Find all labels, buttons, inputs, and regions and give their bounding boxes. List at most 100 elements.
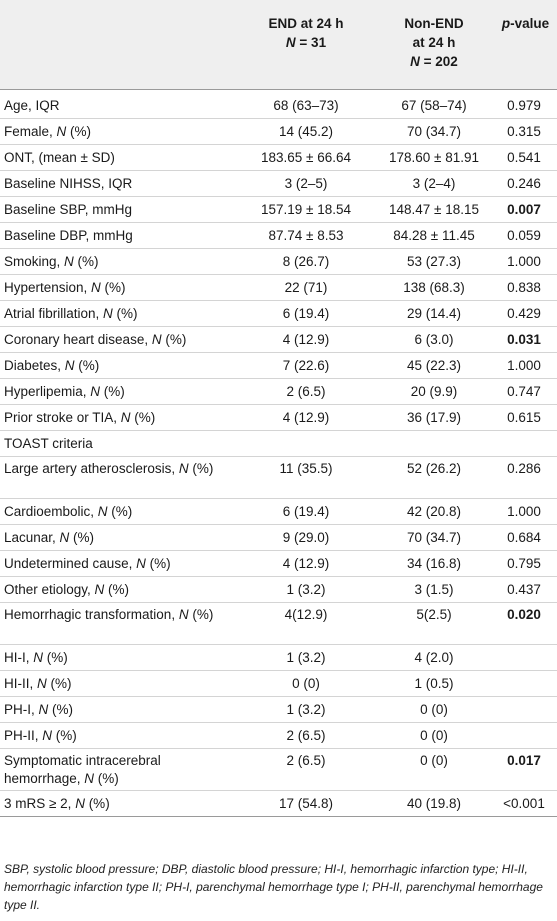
end-value: 4 (12.9) <box>282 332 330 347</box>
p-value: 0.979 <box>507 98 541 113</box>
table-row: Large artery atherosclerosis, N (%) 11 (3… <box>0 457 557 499</box>
table-row: TOAST criteria <box>0 431 557 457</box>
end-value: 183.65 ± 66.64 <box>261 150 351 165</box>
p-value: 0.017 <box>507 753 541 768</box>
table-row: Baseline SBP, mmHg 157.19 ± 18.54 148.47 ±… <box>0 197 557 223</box>
table-row: Smoking, N (%) 8 (26.7) 53 (27.3) 1.000 <box>0 249 557 275</box>
table-row: Hyperlipemia, N (%) 2 (6.5) 20 (9.9) 0.747 <box>0 379 557 405</box>
non-end-value: 4 (2.0) <box>414 650 454 665</box>
header-non-end-column: Non-END at 24 h N = 202 <box>374 14 494 71</box>
non-end-value: 36 (17.9) <box>406 410 462 425</box>
row-label: Hypertension, N (%) <box>4 280 126 295</box>
table-row: PH-II, N (%) 2 (6.5) 0 (0) <box>0 723 557 749</box>
end-value: 1 (3.2) <box>286 650 326 665</box>
p-value: 0.007 <box>507 202 541 217</box>
end-value: 157.19 ± 18.54 <box>261 202 351 217</box>
row-label: HI-II, N (%) <box>4 676 72 691</box>
table-row: Symptomatic intracerebral hemorrhage, N … <box>0 749 557 791</box>
table-row: Baseline NIHSS, IQR 3 (2–5) 3 (2–4) 0.246 <box>0 171 557 197</box>
p-value: 0.684 <box>507 530 541 545</box>
non-end-value: 0 (0) <box>420 753 448 768</box>
table-row: Age, IQR 68 (63–73) 67 (58–74) 0.979 <box>0 93 557 119</box>
p-value: 0.747 <box>507 384 541 399</box>
non-end-value: 20 (9.9) <box>410 384 458 399</box>
end-value: 6 (19.4) <box>282 504 330 519</box>
non-end-value: 0 (0) <box>420 702 448 717</box>
non-end-value: 34 (16.8) <box>406 556 462 571</box>
table-row: Coronary heart disease, N (%) 4 (12.9) 6 (… <box>0 327 557 353</box>
non-end-value: 3 (1.5) <box>414 582 454 597</box>
header-non-end-subtitle: at 24 h <box>412 35 456 50</box>
table-row: HI-I, N (%) 1 (3.2) 4 (2.0) <box>0 645 557 671</box>
row-label: PH-II, N (%) <box>4 728 77 743</box>
non-end-value: 148.47 ± 18.15 <box>389 202 479 217</box>
end-value: 4(12.9) <box>284 607 328 622</box>
row-label: Hyperlipemia, N (%) <box>4 384 125 399</box>
row-label: ONT, (mean ± SD) <box>4 150 115 165</box>
table-row: HI-II, N (%) 0 (0) 1 (0.5) <box>0 671 557 697</box>
p-value: 0.541 <box>507 150 541 165</box>
table-body: Age, IQR 68 (63–73) 67 (58–74) 0.979 Female,… <box>0 93 557 817</box>
non-end-value: 70 (34.7) <box>406 530 462 545</box>
header-non-end-n: N = 202 <box>410 54 458 69</box>
non-end-value: 84.28 ± 11.45 <box>393 228 475 243</box>
non-end-value: 67 (58–74) <box>401 98 467 113</box>
row-label: Symptomatic intracerebral hemorrhage, N … <box>4 753 161 786</box>
row-label: Prior stroke or TIA, N (%) <box>4 410 156 425</box>
non-end-value: 40 (19.8) <box>406 796 462 811</box>
non-end-value: 29 (14.4) <box>406 306 462 321</box>
row-label: TOAST criteria <box>4 436 93 451</box>
non-end-value: 45 (22.3) <box>406 358 462 373</box>
p-value: 0.059 <box>507 228 541 243</box>
non-end-value: 0 (0) <box>420 728 448 743</box>
p-value: 1.000 <box>507 254 541 269</box>
table-row: Hemorrhagic transformation, N (%) 4(12.9)… <box>0 603 557 645</box>
end-value: 22 (71) <box>284 280 328 295</box>
end-value: 4 (12.9) <box>282 556 330 571</box>
table-row: Hypertension, N (%) 22 (71) 138 (68.3) 0.83… <box>0 275 557 301</box>
table-row: ONT, (mean ± SD) 183.65 ± 66.64 178.60 ± 8… <box>0 145 557 171</box>
row-label: Atrial fibrillation, N (%) <box>4 306 138 321</box>
header-non-end-title: Non-END <box>404 16 464 31</box>
non-end-value: 3 (2–4) <box>412 176 456 191</box>
non-end-value: 1 (0.5) <box>414 676 454 691</box>
end-value: 1 (3.2) <box>286 702 326 717</box>
p-value: 0.315 <box>507 124 541 139</box>
row-label: Other etiology, N (%) <box>4 582 130 597</box>
row-label: Hemorrhagic transformation, N (%) <box>4 607 214 622</box>
p-value: 0.020 <box>507 607 541 622</box>
end-value: 7 (22.6) <box>282 358 330 373</box>
row-label: Coronary heart disease, N (%) <box>4 332 187 347</box>
non-end-value: 52 (26.2) <box>406 461 462 476</box>
non-end-value: 138 (68.3) <box>403 280 465 295</box>
row-label: 3 mRS ≥ 2, N (%) <box>4 796 110 811</box>
table-footnote: SBP, systolic blood pressure; DBP, diast… <box>4 862 543 912</box>
row-label: Female, N (%) <box>4 124 92 139</box>
non-end-value: 70 (34.7) <box>406 124 462 139</box>
p-value: 0.615 <box>507 410 541 425</box>
end-value: 11 (35.5) <box>279 461 333 476</box>
table-row: Diabetes, N (%) 7 (22.6) 45 (22.3) 1.000 <box>0 353 557 379</box>
non-end-value: 6 (3.0) <box>414 332 454 347</box>
table-row: Prior stroke or TIA, N (%) 4 (12.9) 36 (17… <box>0 405 557 431</box>
table-row: Atrial fibrillation, N (%) 6 (19.4) 29 (14… <box>0 301 557 327</box>
end-value: 2 (6.5) <box>286 728 326 743</box>
p-value: 0.429 <box>507 306 541 321</box>
table-row: Female, N (%) 14 (45.2) 70 (34.7) 0.315 <box>0 119 557 145</box>
row-label: Baseline DBP, mmHg <box>4 228 133 243</box>
row-label: PH-I, N (%) <box>4 702 74 717</box>
row-label: Diabetes, N (%) <box>4 358 100 373</box>
table-row: Baseline DBP, mmHg 87.74 ± 8.53 84.28 ± 11… <box>0 223 557 249</box>
p-value: 0.286 <box>507 461 541 476</box>
p-value: 1.000 <box>507 504 541 519</box>
p-value: 0.437 <box>507 582 541 597</box>
row-label: Large artery atherosclerosis, N (%) <box>4 461 214 476</box>
p-value: <0.001 <box>503 796 545 811</box>
row-label: Lacunar, N (%) <box>4 530 95 545</box>
table-row: Other etiology, N (%) 1 (3.2) 3 (1.5) 0.437 <box>0 577 557 603</box>
row-label: Baseline SBP, mmHg <box>4 202 133 217</box>
non-end-value: 53 (27.3) <box>406 254 462 269</box>
non-end-value: 178.60 ± 81.91 <box>389 150 479 165</box>
table-header: END at 24 h N = 31 Non-END at 24 h N = 2… <box>0 0 557 90</box>
